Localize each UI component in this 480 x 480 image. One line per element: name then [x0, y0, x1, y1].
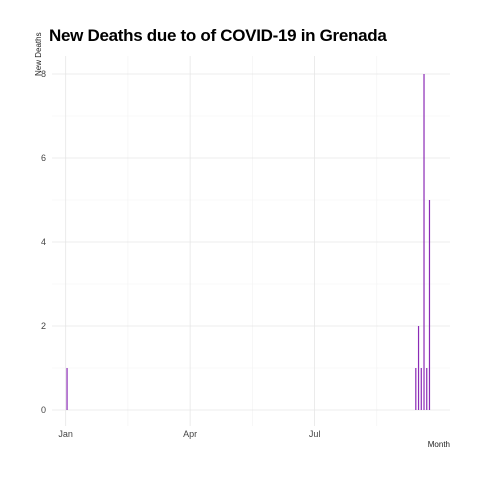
grid-major: [52, 56, 450, 426]
grid-minor: [52, 56, 450, 426]
bar: [423, 74, 425, 410]
x-tick-label: Jan: [58, 429, 73, 439]
y-tick-label: 2: [41, 321, 46, 331]
x-tick-labels: Jan Apr Jul: [58, 429, 320, 439]
y-tick-label: 8: [41, 69, 46, 79]
y-tick-label: 6: [41, 153, 46, 163]
x-tick-label: Apr: [183, 429, 197, 439]
y-tick-label: 0: [41, 405, 46, 415]
bar: [417, 326, 420, 410]
x-tick-label: Jul: [309, 429, 321, 439]
bars: [66, 74, 431, 410]
y-tick-label: 4: [41, 237, 46, 247]
bar: [66, 368, 68, 410]
bar: [420, 368, 422, 410]
bar: [415, 368, 417, 410]
bar: [426, 368, 428, 410]
y-tick-labels: 0 2 4 6 8: [41, 69, 46, 415]
x-axis-label: Month: [427, 440, 450, 449]
bar: [428, 200, 431, 410]
chart-title: New Deaths due to of COVID-19 in Grenada: [49, 26, 387, 45]
y-axis-label: New Deaths: [34, 32, 43, 76]
